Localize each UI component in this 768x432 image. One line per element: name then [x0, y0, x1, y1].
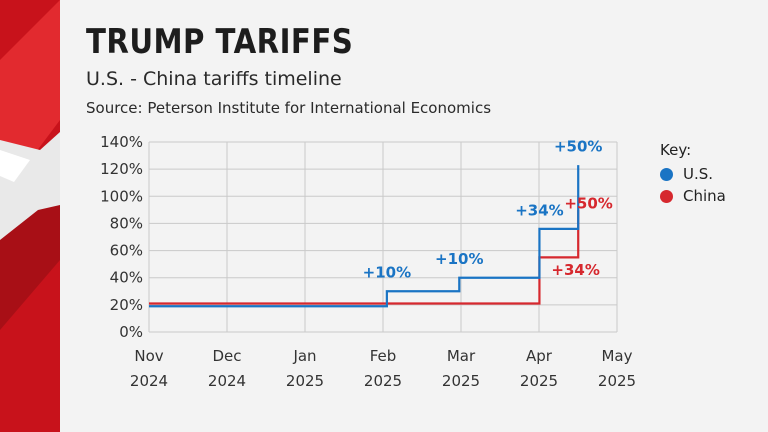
legend-label-china: China [683, 187, 726, 205]
y-tick-label: 40% [110, 269, 143, 287]
x-tick-month: Nov [134, 347, 163, 365]
legend-item-us: U.S. [660, 165, 713, 183]
y-tick-label: 20% [110, 296, 143, 314]
legend-swatch-china [660, 189, 673, 203]
x-tick-year: 2025 [598, 372, 636, 390]
y-tick-label: 80% [110, 214, 143, 232]
star-stripes-graphic [0, 0, 60, 432]
x-tick-year: 2025 [442, 372, 480, 390]
x-tick-year: 2025 [364, 372, 402, 390]
y-tick-label: 120% [100, 160, 143, 178]
x-tick-month: Apr [526, 347, 553, 365]
content-panel [60, 0, 768, 432]
x-tick-year: 2024 [130, 372, 168, 390]
data-annotation: +50% [564, 195, 612, 213]
y-tick-label: 60% [110, 242, 143, 260]
x-tick-year: 2025 [286, 372, 324, 390]
data-annotation: +34% [515, 201, 563, 219]
x-tick-year: 2025 [520, 372, 558, 390]
x-tick-month: Feb [370, 347, 397, 365]
data-annotation: +50% [554, 138, 602, 156]
legend-title: Key: [660, 141, 692, 159]
legend-item-china: China [660, 187, 726, 205]
page-title: TRUMP TARIFFS [86, 22, 354, 62]
data-annotation: +10% [363, 264, 411, 282]
legend-swatch-us [660, 167, 673, 181]
decorative-sidebar [0, 0, 60, 432]
legend-label-us: U.S. [683, 165, 714, 183]
x-tick-month: Mar [447, 347, 476, 365]
data-annotation: +10% [435, 250, 483, 268]
source-note: Source: Peterson Institute for Internati… [86, 99, 492, 117]
y-tick-label: 0% [119, 323, 143, 341]
series-line-us [149, 165, 580, 308]
x-tick-year: 2024 [208, 372, 246, 390]
y-tick-label: 140% [100, 133, 143, 151]
y-tick-label: 100% [100, 187, 143, 205]
page-subtitle: U.S. - China tariffs timeline [86, 68, 342, 90]
x-tick-month: Dec [212, 347, 241, 365]
data-annotation: +34% [551, 261, 599, 279]
x-tick-month: Jan [292, 347, 316, 365]
x-tick-month: May [601, 347, 632, 365]
